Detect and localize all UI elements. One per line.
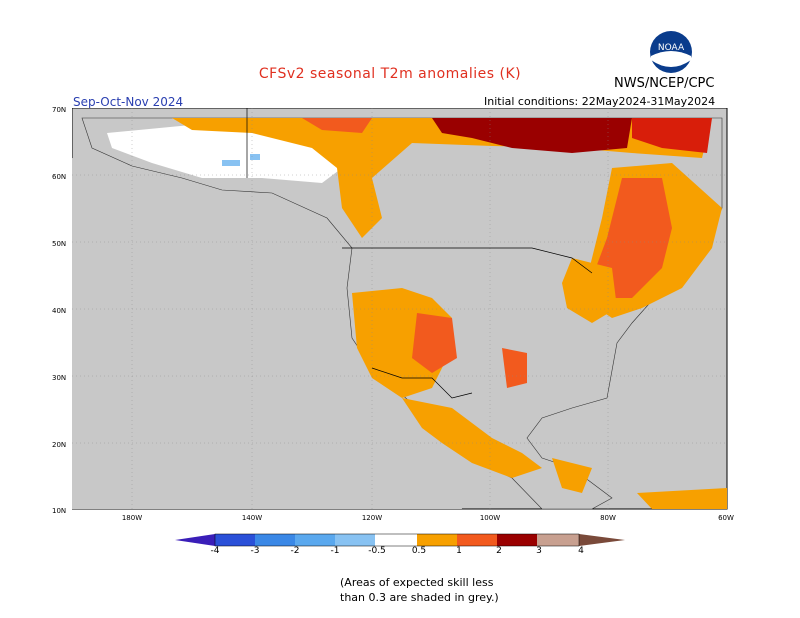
colorbar-tick: -4: [210, 546, 220, 556]
colorbar-tick: -2: [290, 546, 300, 556]
lat-label: 20N: [52, 441, 67, 449]
lat-label: 30N: [52, 374, 67, 382]
colorbar-tick: 2: [496, 546, 502, 556]
pacific-ocean: [72, 108, 462, 509]
great-lakes-warm: [562, 258, 617, 323]
colorbar-segment: [335, 534, 375, 546]
northern-canada-red: [302, 118, 372, 133]
south-america-warm: [637, 488, 727, 509]
colorbar-segment: [457, 534, 497, 546]
lon-label: 80W: [600, 514, 616, 522]
hudson-east-red: [632, 118, 712, 153]
colorbar: [175, 533, 625, 547]
graticule: [72, 108, 727, 509]
colorbar-segment: [537, 534, 579, 546]
colorbar-tick: 0.5: [411, 546, 427, 556]
colorbar-segment: [375, 534, 417, 546]
lon-label: 120W: [361, 514, 383, 522]
lon-label: 140W: [241, 514, 263, 522]
colorbar-tick: -1: [330, 546, 340, 556]
northern-canada-strong: [432, 118, 632, 153]
lat-label: 50N: [52, 240, 67, 248]
mexico-warm: [402, 398, 542, 478]
skill-note-line: (Areas of expected skill less: [340, 576, 494, 589]
colorbar-segment: [215, 534, 255, 546]
colorbar-tick: 4: [578, 546, 584, 556]
skill-note-line: than 0.3 are shaded in grey.): [340, 591, 499, 604]
cold-anomaly-patch: [222, 160, 240, 166]
lon-label: 60W: [718, 514, 734, 522]
lat-label: 70N: [52, 106, 67, 114]
noaa-logo: NOAA: [649, 30, 693, 78]
colorbar-low-arrow: [175, 534, 215, 546]
political-borders: [246, 108, 593, 399]
lat-label: 40N: [52, 307, 67, 315]
central-america-warm: [552, 458, 592, 493]
map-title: CFSv2 seasonal T2m anomalies (K): [258, 66, 522, 82]
anomaly-map: [72, 108, 728, 510]
colorbar-tick: -3: [250, 546, 260, 556]
organization-label: NWS/NCEP/CPC: [614, 76, 715, 91]
lat-label: 60N: [52, 173, 67, 181]
lon-label: 180W: [121, 514, 143, 522]
southwest-red: [412, 313, 457, 373]
colorbar-tick: 3: [536, 546, 542, 556]
colorbar-segment: [417, 534, 457, 546]
cold-anomaly-patch-2: [250, 154, 260, 160]
initial-conditions-label: Initial conditions: 22May2024-31May2024: [484, 95, 716, 108]
logo-text: NOAA: [658, 43, 685, 53]
colorbar-segment: [255, 534, 295, 546]
lat-label: 10N: [52, 507, 67, 515]
colorbar-tick: 1: [456, 546, 462, 556]
colorbar-tick: -0.5: [368, 546, 386, 556]
colorbar-segment: [295, 534, 335, 546]
colorbar-high-arrow: [579, 534, 625, 546]
texas-red: [502, 348, 527, 388]
season-label: Sep-Oct-Nov 2024: [73, 95, 184, 109]
lon-label: 100W: [479, 514, 501, 522]
skill-note: (Areas of expected skill less than 0.3 a…: [340, 575, 499, 605]
colorbar-segment: [497, 534, 537, 546]
